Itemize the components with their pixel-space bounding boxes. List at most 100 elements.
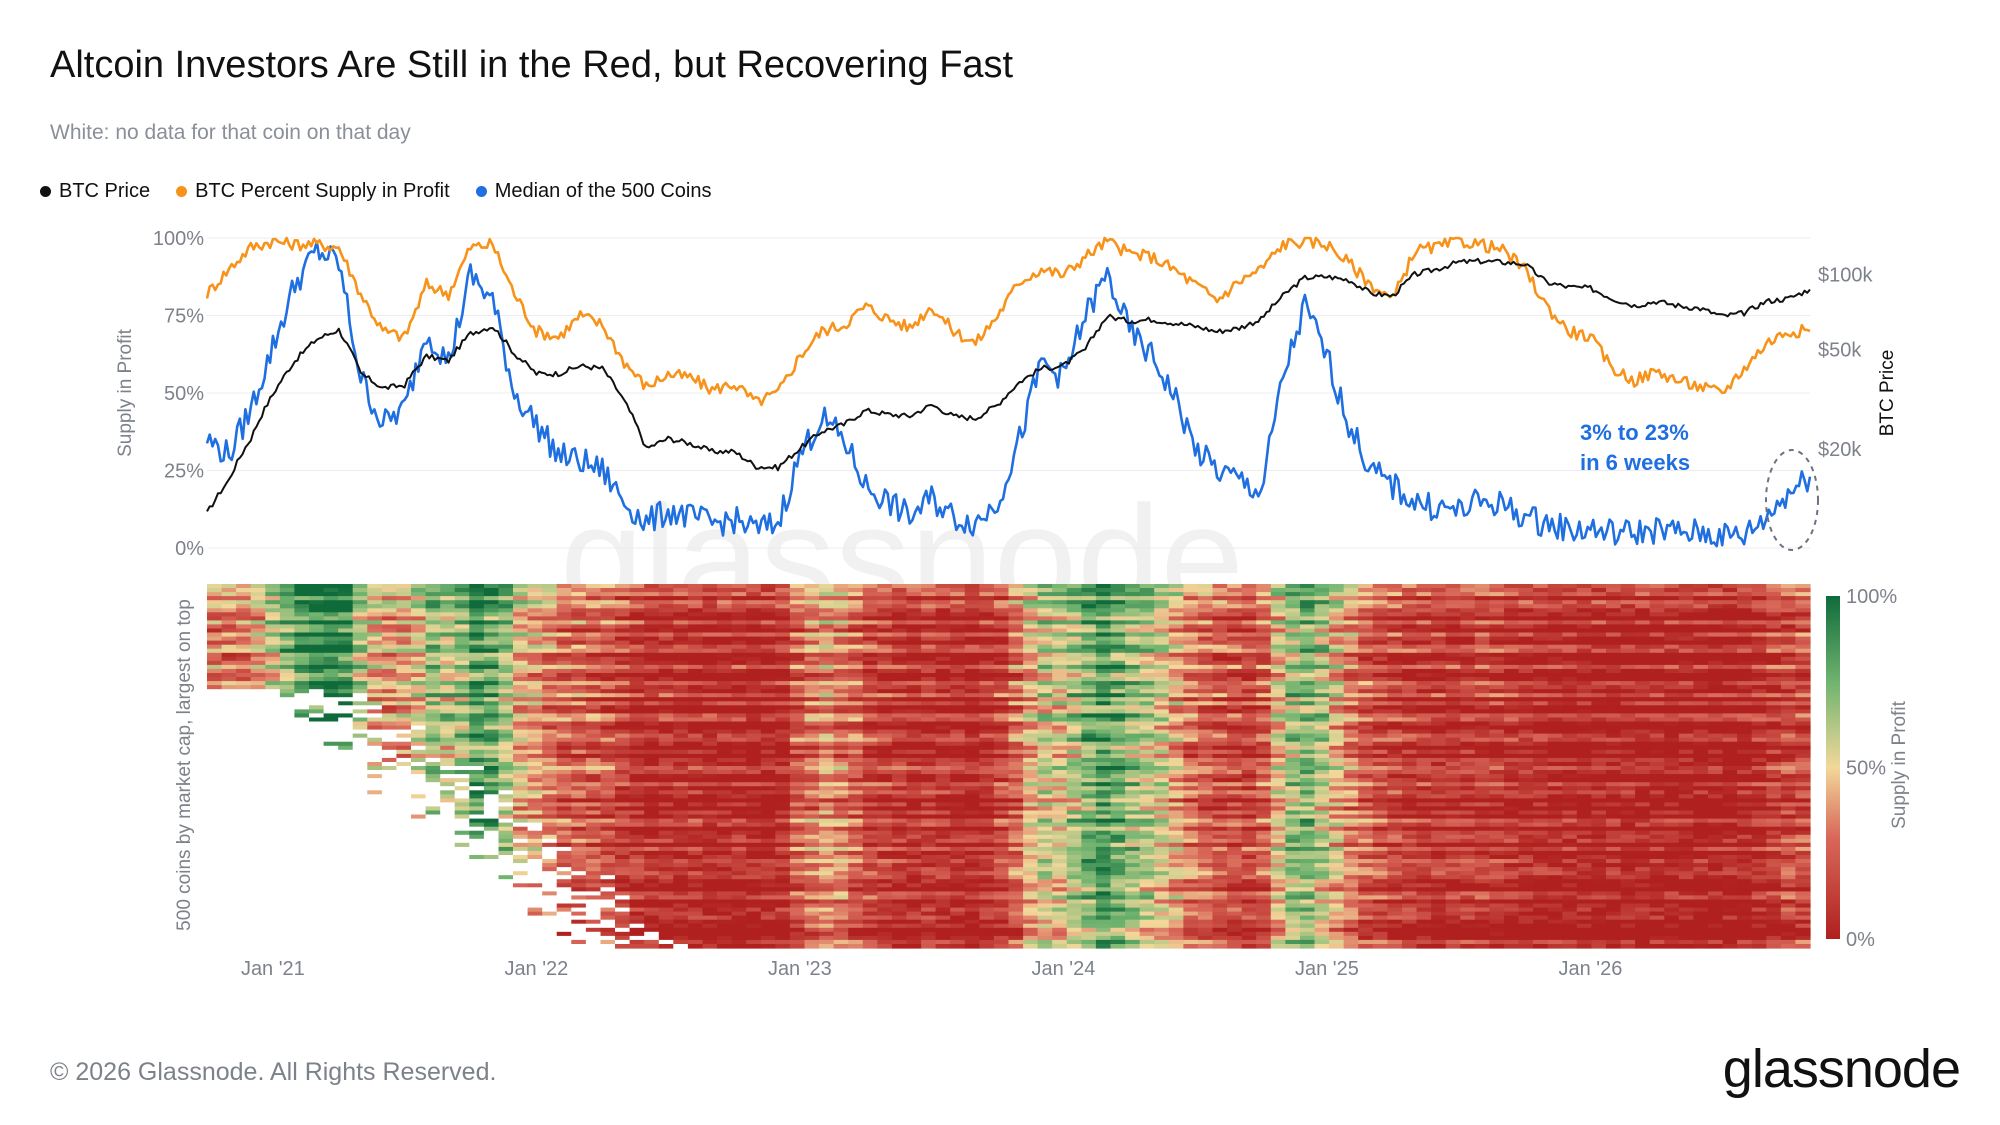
heatmap-cell: [673, 745, 689, 751]
heatmap-cell: [979, 644, 995, 650]
heatmap-cell: [483, 887, 500, 892]
heatmap-cell: [323, 628, 339, 634]
heatmap-cell: [323, 919, 339, 925]
heatmap-cell: [658, 939, 674, 945]
heatmap-cell: [483, 826, 500, 832]
heatmap-cell: [279, 693, 296, 698]
heatmap-cell: [731, 895, 747, 900]
heatmap-cell: [921, 850, 937, 856]
heatmap-cell: [265, 596, 281, 601]
heatmap-cell: [775, 907, 791, 913]
heatmap-cell: [309, 644, 325, 650]
heatmap-cell: [411, 745, 427, 751]
heatmap-cell: [615, 859, 631, 864]
heatmap-cell: [513, 927, 529, 933]
heatmap-cell: [833, 608, 849, 613]
heatmap-cell: [309, 923, 325, 929]
heatmap-cell: [789, 806, 806, 811]
series-line-btc-percent-supply-in-profit: [205, 236, 1811, 407]
heatmap-cell: [527, 875, 543, 880]
heatmap-cell: [527, 749, 543, 755]
legend-item-btc-supply[interactable]: BTC Percent Supply in Profit: [176, 180, 450, 203]
heatmap-cell: [629, 891, 645, 896]
heatmap-cell: [891, 944, 908, 949]
heatmap-cell: [585, 660, 602, 666]
heatmap-cell: [279, 697, 296, 702]
heatmap-cell: [265, 729, 281, 735]
heatmap-cell: [250, 871, 266, 876]
heatmap-cell: [338, 770, 354, 775]
heatmap-cell: [236, 584, 252, 589]
heatmap-cell: [921, 677, 937, 682]
heatmap-cell: [440, 859, 456, 864]
chart-canvas: glassnode 0%25%50%75%100%$20k$50k$100kJa…: [115, 228, 1910, 980]
heatmap-cell: [673, 737, 689, 743]
heatmap-cell: [352, 919, 368, 925]
heatmap-cell: [891, 850, 908, 856]
heatmap-cell: [294, 842, 310, 848]
heatmap-cell: [294, 729, 310, 735]
heatmap-cell: [338, 648, 354, 654]
heatmap-cell: [819, 798, 835, 803]
heatmap-cell: [411, 632, 427, 638]
heatmap-cell: [891, 652, 908, 658]
heatmap-cell: [265, 660, 281, 666]
heatmap-cell: [921, 725, 937, 731]
heatmap-cell: [440, 834, 456, 840]
heatmap-cell: [1008, 644, 1024, 650]
heatmap-cell: [615, 794, 631, 799]
heatmap-cell: [498, 907, 514, 913]
heatmap-cell: [498, 830, 514, 836]
heatmap-cell: [440, 842, 456, 848]
legend-label-btc-supply: BTC Percent Supply in Profit: [195, 180, 450, 202]
heatmap-cell: [513, 636, 529, 642]
heatmap-cell: [279, 725, 296, 731]
heatmap-cell: [906, 794, 922, 799]
heatmap-cell: [309, 685, 325, 690]
heatmap-cell: [702, 668, 718, 674]
legend-item-btc-price[interactable]: BTC Price: [40, 180, 150, 203]
heatmap-cell: [935, 879, 951, 884]
heatmap-cell: [702, 899, 718, 905]
heatmap-cell: [483, 899, 500, 905]
heatmap-cell: [658, 640, 674, 646]
heatmap-cell: [542, 766, 558, 771]
heatmap-cell: [381, 697, 398, 702]
heatmap-cell: [687, 632, 704, 638]
heatmap-cell: [381, 749, 398, 755]
heatmap-cell: [483, 757, 500, 763]
heatmap-cell: [921, 822, 937, 828]
heatmap-cell: [279, 871, 296, 876]
heatmap-cell: [877, 620, 893, 625]
heatmap-cell: [746, 604, 762, 609]
heatmap-cell: [921, 600, 937, 605]
heatmap-cell: [469, 818, 485, 824]
heatmap-cell: [483, 939, 500, 945]
heatmap-cell: [644, 584, 660, 589]
heatmap-cell: [542, 770, 558, 775]
heatmap-cell: [323, 810, 339, 816]
heatmap-cell: [658, 822, 674, 828]
heatmap-cell: [498, 822, 514, 828]
heatmap-cell: [527, 689, 543, 694]
heatmap-cell: [673, 685, 689, 690]
heatmap-cell: [454, 814, 470, 820]
heatmap-cell: [469, 778, 485, 783]
heatmap-cell: [862, 879, 878, 884]
heatmap-cell: [964, 863, 980, 868]
heatmap-cell: [775, 782, 791, 787]
heatmap-cell: [964, 673, 980, 678]
heatmap-cell: [513, 867, 529, 872]
heatmap-cell: [585, 766, 602, 771]
legend-item-median[interactable]: Median of the 500 Coins: [475, 180, 712, 203]
heatmap-cell: [367, 697, 383, 702]
heatmap-cell: [673, 717, 689, 723]
heatmap-cell: [367, 939, 383, 945]
heatmap-cell: [760, 588, 776, 593]
heatmap-cell: [731, 729, 747, 735]
heatmap-cell: [673, 673, 689, 678]
heatmap-cell: [498, 887, 514, 892]
heatmap-cell: [848, 697, 864, 702]
heatmap-cell: [454, 652, 470, 658]
heatmap-cell: [207, 899, 223, 905]
